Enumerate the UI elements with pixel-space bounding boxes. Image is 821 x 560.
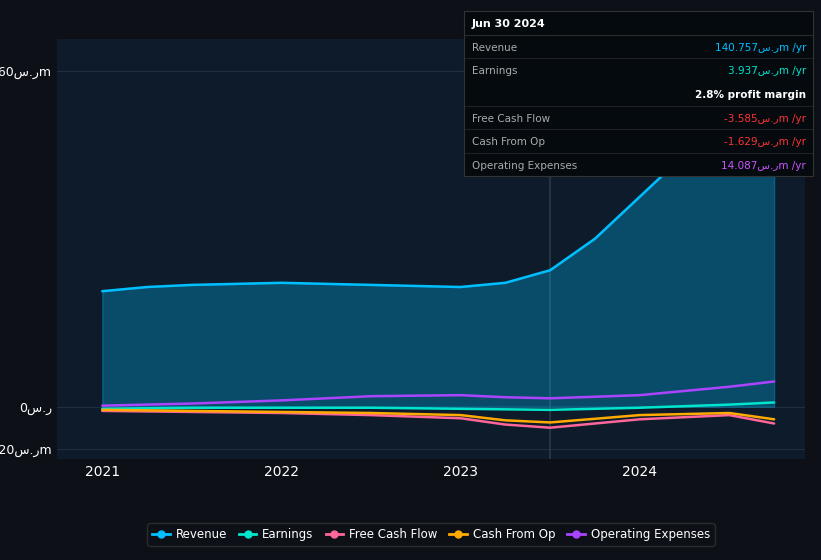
Text: Free Cash Flow: Free Cash Flow — [472, 114, 550, 124]
Text: 14.087س.رm /yr: 14.087س.رm /yr — [722, 161, 806, 171]
Text: Operating Expenses: Operating Expenses — [472, 161, 577, 171]
Text: 140.757س.رm /yr: 140.757س.رm /yr — [715, 43, 806, 53]
Text: Jun 30 2024: Jun 30 2024 — [472, 19, 546, 29]
Text: -3.585س.رm /yr: -3.585س.رm /yr — [724, 114, 806, 124]
Text: Revenue: Revenue — [472, 43, 517, 53]
Text: 3.937س.رm /yr: 3.937س.رm /yr — [728, 67, 806, 76]
Text: Earnings: Earnings — [472, 67, 517, 76]
Text: 2.8% profit margin: 2.8% profit margin — [695, 90, 806, 100]
Legend: Revenue, Earnings, Free Cash Flow, Cash From Op, Operating Expenses: Revenue, Earnings, Free Cash Flow, Cash … — [147, 523, 715, 545]
Text: Cash From Op: Cash From Op — [472, 137, 545, 147]
Text: -1.629س.رm /yr: -1.629س.رm /yr — [724, 137, 806, 147]
